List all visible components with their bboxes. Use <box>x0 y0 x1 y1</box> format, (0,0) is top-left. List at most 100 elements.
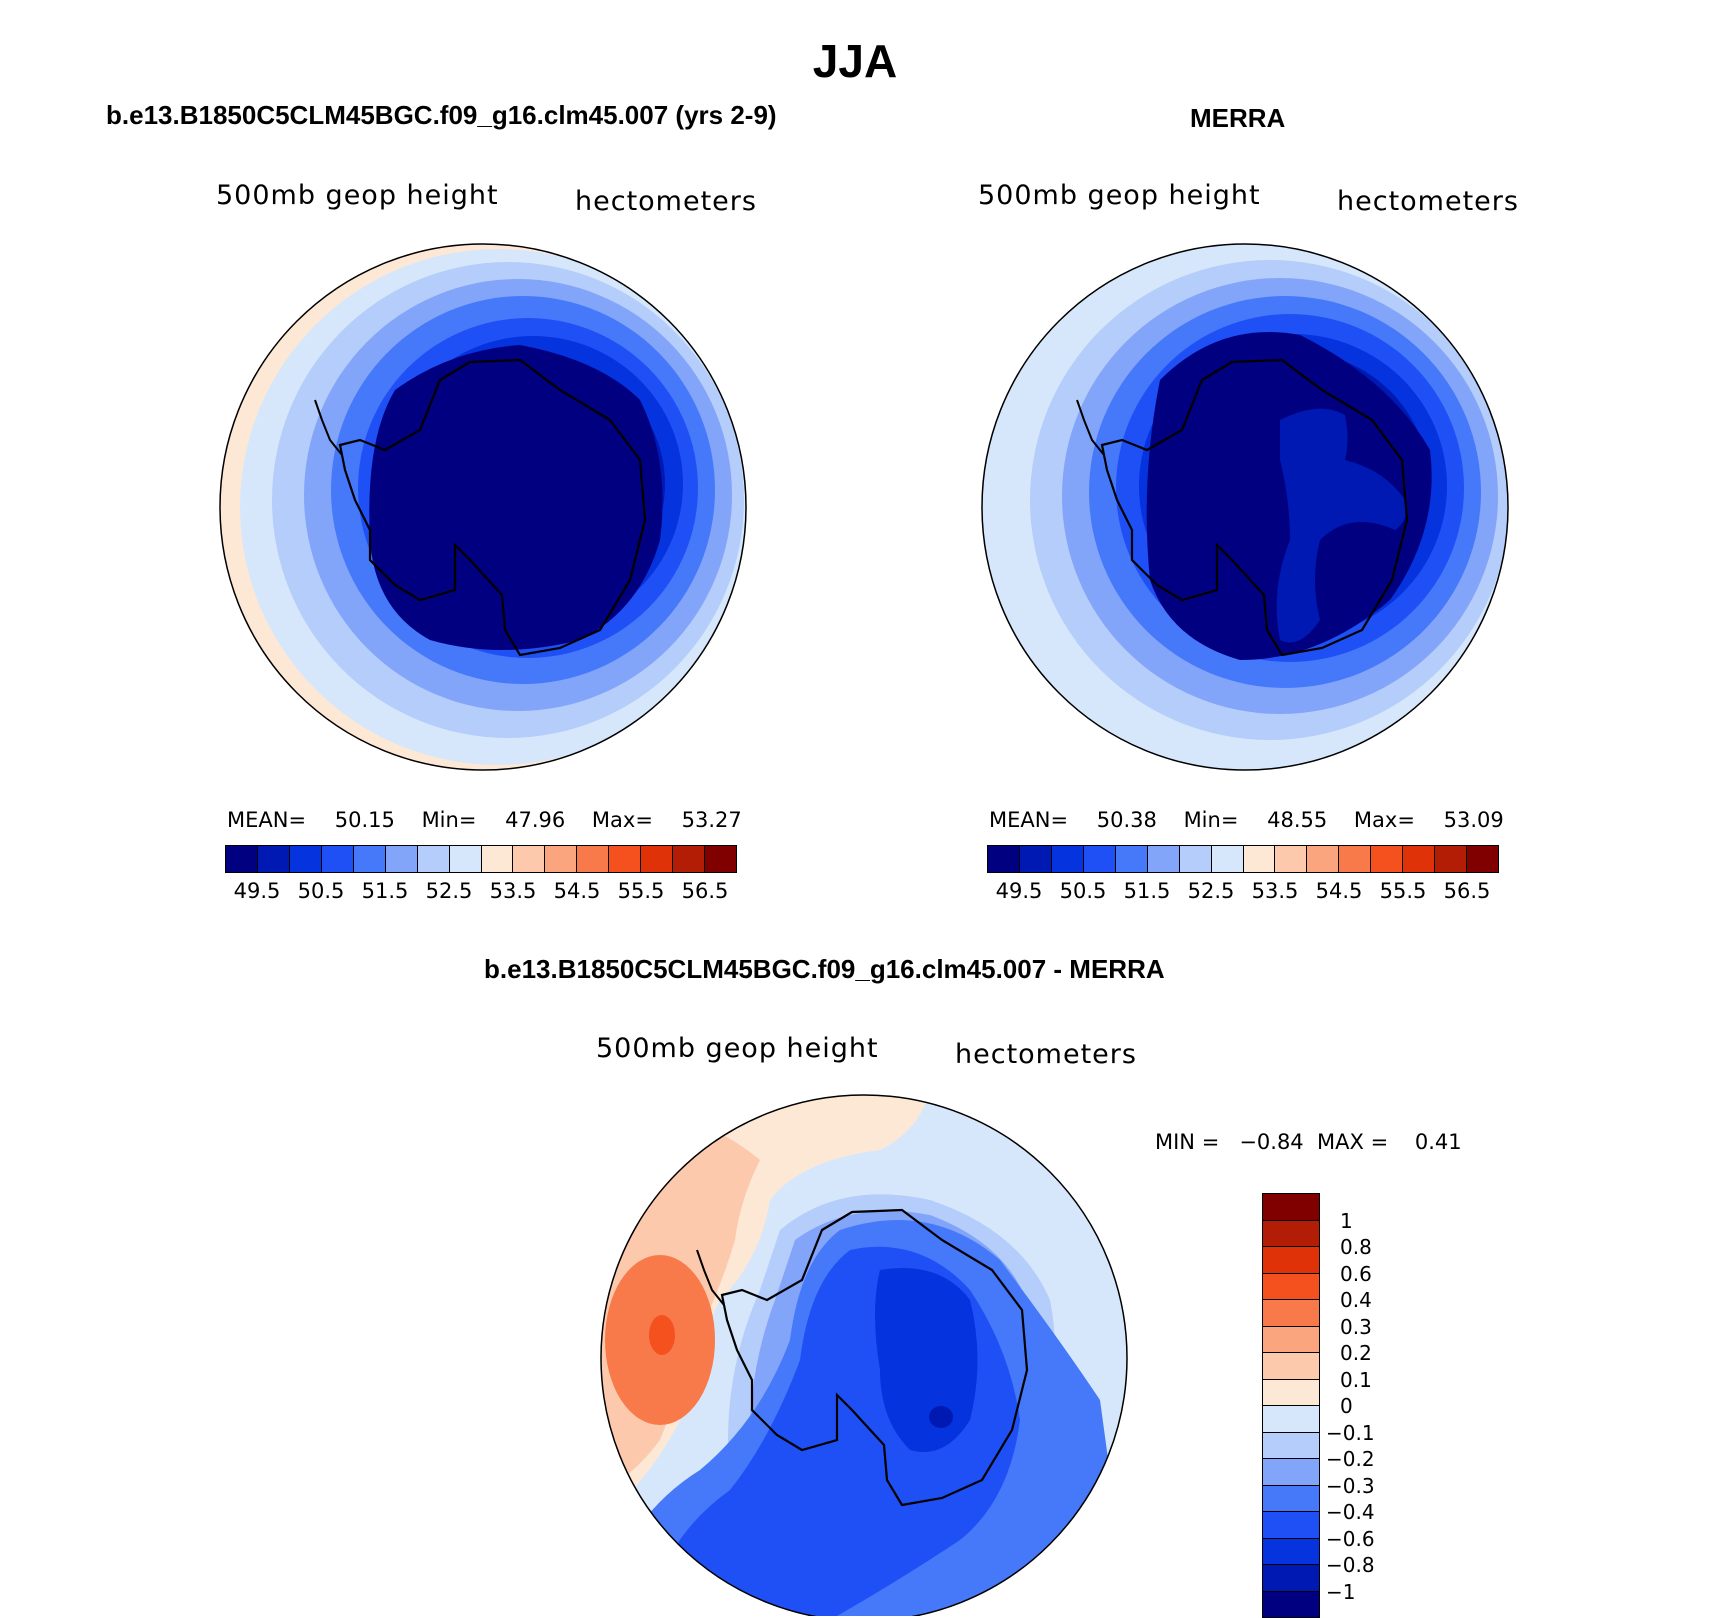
obs-units-label: hectometers <box>1337 186 1519 217</box>
colorbar-swatch <box>545 846 578 872</box>
colorbar-swatch <box>1243 846 1276 872</box>
colorbar-tick-label: −0.8 <box>1326 1553 1375 1577</box>
model-panel-title: b.e13.B1850C5CLM45BGC.f09_g16.clm45.007 … <box>106 100 777 130</box>
colorbar-tick-label: 56.5 <box>681 879 729 903</box>
colorbar-swatch <box>1263 1194 1319 1221</box>
colorbar-swatch <box>321 846 354 872</box>
colorbar-tick-label: 52.5 <box>1187 879 1235 903</box>
model-colorbar: 49.5 50.5 51.5 52.5 53.5 54.5 55.5 56.5 <box>225 845 737 915</box>
colorbar-tick-label: 54.5 <box>553 879 601 903</box>
obs-min-label: Min= <box>1183 808 1239 832</box>
colorbar-swatch <box>289 846 322 872</box>
diff-units-label: hectometers <box>955 1039 1137 1070</box>
colorbar-tick-label: 51.5 <box>361 879 409 903</box>
colorbar-swatch <box>1263 1591 1319 1617</box>
colorbar-tick-label: −0.2 <box>1326 1447 1375 1471</box>
colorbar-swatch <box>226 846 258 872</box>
colorbar-swatch <box>1263 1220 1319 1247</box>
obs-mean-label: MEAN= <box>989 808 1069 832</box>
colorbar-swatch <box>385 846 418 872</box>
colorbar-swatch <box>1467 846 1498 872</box>
colorbar-tick-label: 0.2 <box>1340 1341 1372 1365</box>
colorbar-swatch <box>257 846 290 872</box>
colorbar-swatch <box>1435 846 1468 872</box>
obs-min-value: 48.55 <box>1267 808 1328 832</box>
model-max-label: Max= <box>591 808 653 832</box>
colorbar-swatch <box>1263 1353 1319 1380</box>
colorbar-swatch <box>705 846 736 872</box>
colorbar-swatch <box>417 846 450 872</box>
colorbar-swatch <box>1263 1247 1319 1274</box>
colorbar-swatch <box>1115 846 1148 872</box>
colorbar-tick-label: 49.5 <box>233 879 281 903</box>
obs-mean-value: 50.38 <box>1096 808 1157 832</box>
colorbar-swatch <box>481 846 514 872</box>
colorbar-swatch <box>1263 1326 1319 1353</box>
model-units-label: hectometers <box>575 186 757 217</box>
diff-stats: MIN = −0.84 MAX = 0.41 <box>1155 1130 1462 1154</box>
colorbar-swatch <box>1263 1485 1319 1512</box>
colorbar-tick-label: 53.5 <box>489 879 537 903</box>
colorbar-swatch <box>988 846 1020 872</box>
colorbar-tick-label: 0 <box>1340 1394 1353 1418</box>
obs-colorbar: 49.5 50.5 51.5 52.5 53.5 54.5 55.5 56.5 <box>987 845 1499 915</box>
colorbar-swatch <box>513 846 546 872</box>
colorbar-tick-label: −0.6 <box>1326 1526 1375 1551</box>
colorbar-tick-label: 49.5 <box>995 879 1043 903</box>
colorbar-tick-label: 0.8 <box>1340 1235 1372 1259</box>
model-colorbar-swatches <box>225 845 737 873</box>
obs-max-label: Max= <box>1353 808 1415 832</box>
colorbar-swatch <box>1403 846 1436 872</box>
model-mean-label: MEAN= <box>227 808 307 832</box>
colorbar-swatch <box>1263 1512 1319 1539</box>
colorbar-swatch <box>1339 846 1372 872</box>
model-min-label: Min= <box>421 808 477 832</box>
colorbar-swatch <box>1211 846 1244 872</box>
colorbar-tick-label: −1 <box>1326 1579 1356 1604</box>
colorbar-swatch <box>1263 1432 1319 1459</box>
colorbar-tick-label: 55.5 <box>617 879 665 903</box>
colorbar-swatch <box>1083 846 1116 872</box>
colorbar-tick-label: 0.4 <box>1340 1288 1372 1312</box>
diff-colorbar-swatches <box>1262 1193 1320 1618</box>
obs-colorbar-swatches <box>987 845 1499 873</box>
obs-variable-label: 500mb geop height <box>978 180 1261 211</box>
obs-map-border <box>981 243 1509 771</box>
colorbar-swatch <box>1275 846 1308 872</box>
colorbar-swatch <box>1019 846 1052 872</box>
colorbar-swatch <box>1263 1273 1319 1300</box>
colorbar-swatch <box>449 846 482 872</box>
diff-map-border <box>600 1094 1128 1616</box>
colorbar-swatch <box>353 846 386 872</box>
colorbar-tick-label: −0.1 <box>1326 1420 1375 1445</box>
model-stats: MEAN= 50.15 Min= 47.96 Max= 53.27 <box>227 808 742 832</box>
colorbar-tick-label: 0.6 <box>1340 1261 1372 1286</box>
colorbar-tick-label: 52.5 <box>425 879 473 903</box>
model-min-value: 47.96 <box>505 808 566 832</box>
colorbar-tick-label: −0.3 <box>1326 1473 1375 1498</box>
model-mean-value: 50.15 <box>334 808 395 832</box>
colorbar-swatch <box>1051 846 1084 872</box>
diff-colorbar: 1 0.8 0.6 0.4 0.3 0.2 0.1 0 −0.1 −0.2 −0.3 −0.4 −0.6… <box>1262 1193 1422 1618</box>
colorbar-swatch <box>577 846 610 872</box>
colorbar-swatch <box>1263 1565 1319 1592</box>
model-map-border <box>219 243 747 771</box>
colorbar-swatch <box>1179 846 1212 872</box>
obs-max-value: 53.09 <box>1443 808 1504 832</box>
colorbar-tick-label: 54.5 <box>1315 879 1363 903</box>
colorbar-swatch <box>641 846 674 872</box>
colorbar-swatch <box>1147 846 1180 872</box>
colorbar-tick-label: 56.5 <box>1443 879 1491 903</box>
colorbar-swatch <box>1263 1406 1319 1433</box>
colorbar-swatch <box>1263 1459 1319 1486</box>
colorbar-tick-label: 50.5 <box>1059 879 1107 903</box>
colorbar-swatch <box>1263 1538 1319 1565</box>
obs-panel-title: MERRA <box>1190 103 1286 133</box>
colorbar-tick-label: 0.1 <box>1340 1367 1372 1392</box>
colorbar-swatch <box>673 846 706 872</box>
colorbar-tick-label: 53.5 <box>1251 879 1299 903</box>
colorbar-tick-label: 50.5 <box>297 879 345 903</box>
colorbar-swatch <box>1307 846 1340 872</box>
colorbar-swatch <box>1263 1300 1319 1327</box>
